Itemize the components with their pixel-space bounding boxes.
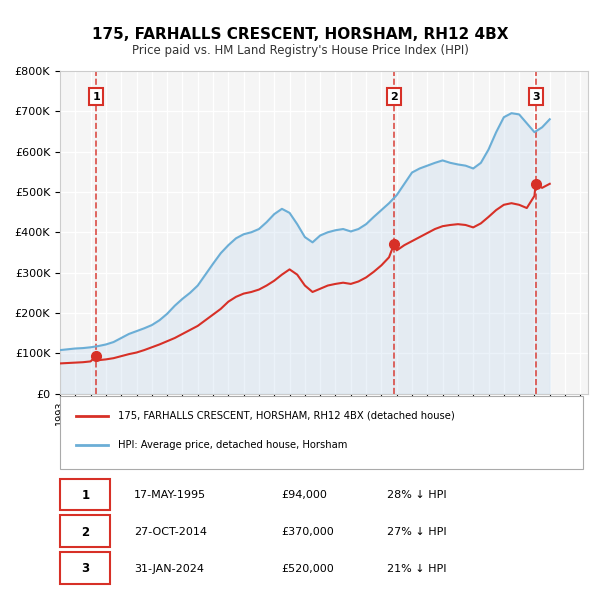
FancyBboxPatch shape bbox=[60, 552, 110, 584]
Text: HPI: Average price, detached house, Horsham: HPI: Average price, detached house, Hors… bbox=[118, 440, 347, 450]
Text: 175, FARHALLS CRESCENT, HORSHAM, RH12 4BX: 175, FARHALLS CRESCENT, HORSHAM, RH12 4B… bbox=[92, 27, 508, 41]
Text: 3: 3 bbox=[81, 562, 89, 575]
Text: 175, FARHALLS CRESCENT, HORSHAM, RH12 4BX (detached house): 175, FARHALLS CRESCENT, HORSHAM, RH12 4B… bbox=[118, 411, 455, 421]
Text: 3: 3 bbox=[532, 91, 539, 101]
FancyBboxPatch shape bbox=[60, 395, 583, 469]
Text: 31-JAN-2024: 31-JAN-2024 bbox=[134, 564, 204, 574]
Text: 2: 2 bbox=[81, 526, 89, 539]
Text: £370,000: £370,000 bbox=[282, 527, 335, 537]
Text: £520,000: £520,000 bbox=[282, 564, 335, 574]
FancyBboxPatch shape bbox=[60, 516, 110, 547]
Text: 1: 1 bbox=[81, 489, 89, 502]
Text: Price paid vs. HM Land Registry's House Price Index (HPI): Price paid vs. HM Land Registry's House … bbox=[131, 44, 469, 57]
Text: 1: 1 bbox=[92, 91, 100, 101]
Text: 28% ↓ HPI: 28% ↓ HPI bbox=[388, 490, 447, 500]
Text: 27% ↓ HPI: 27% ↓ HPI bbox=[388, 527, 447, 537]
Text: 27-OCT-2014: 27-OCT-2014 bbox=[134, 527, 207, 537]
Text: 2: 2 bbox=[390, 91, 398, 101]
Text: £94,000: £94,000 bbox=[282, 490, 328, 500]
Text: 17-MAY-1995: 17-MAY-1995 bbox=[134, 490, 206, 500]
Text: 21% ↓ HPI: 21% ↓ HPI bbox=[388, 564, 447, 574]
FancyBboxPatch shape bbox=[60, 478, 110, 510]
